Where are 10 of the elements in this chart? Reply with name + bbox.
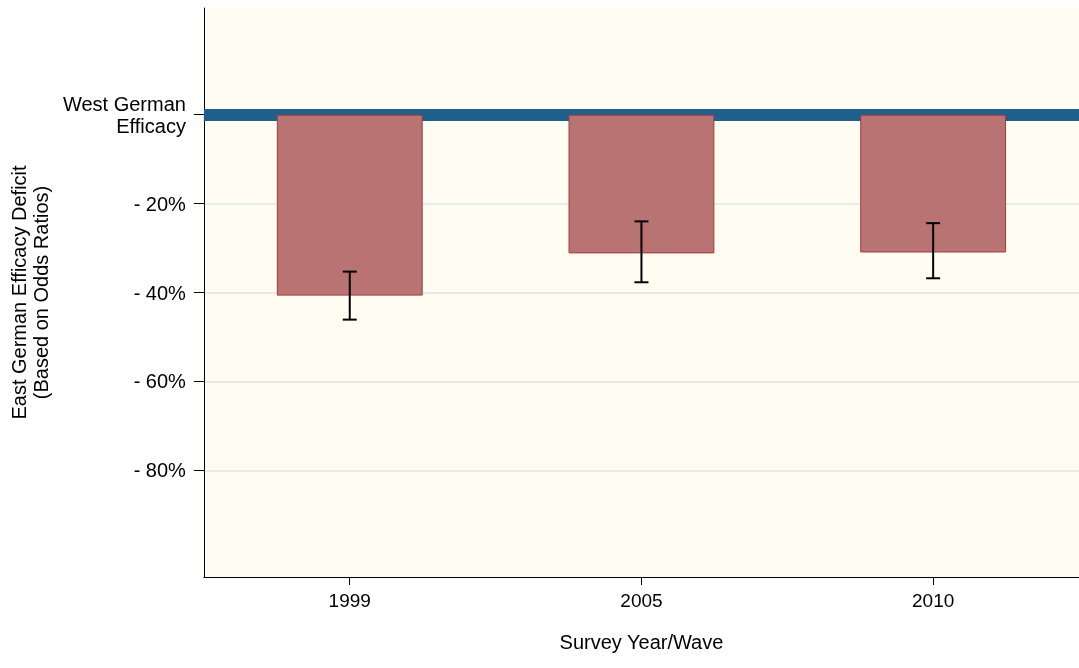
y-axis-title: East German Efficacy Deficit (Based on Odds Ratios) [8, 164, 52, 420]
y-tick-label: West German Efficacy [62, 92, 186, 137]
y-tick-label: - 80% [133, 459, 187, 482]
x-axis-title: Survey Year/Wave [559, 631, 724, 653]
x-tick-label: 1999 [328, 590, 371, 611]
y-tick-label: - 40% [133, 281, 187, 304]
x-tick-label: 2010 [912, 590, 955, 611]
x-tick-label: 2005 [620, 590, 663, 611]
y-tick-label: - 60% [133, 370, 187, 393]
y-tick-label: - 20% [133, 192, 187, 215]
